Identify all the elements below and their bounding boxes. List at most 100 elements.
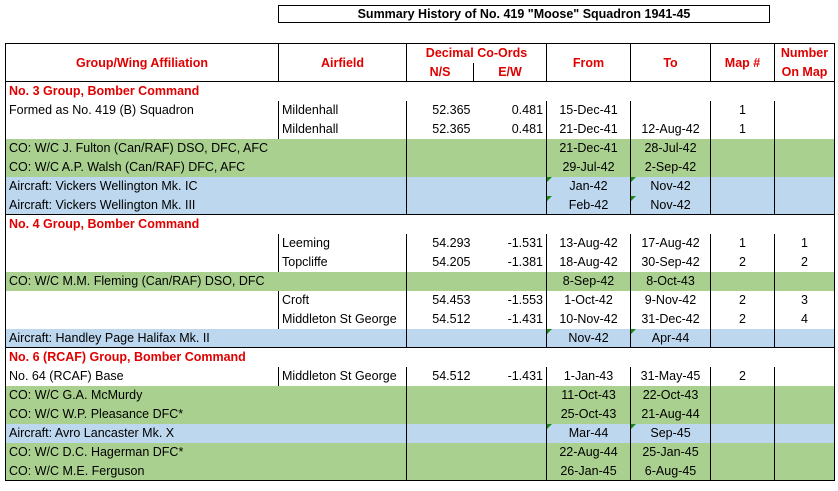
to-cell[interactable]: Apr-44 bbox=[630, 328, 711, 348]
from-cell[interactable]: 1-Oct-42 bbox=[546, 290, 631, 310]
ns-cell[interactable] bbox=[406, 271, 474, 291]
to-cell[interactable]: 31-May-45 bbox=[630, 366, 711, 386]
to-cell[interactable] bbox=[630, 100, 711, 120]
ns-cell[interactable]: 54.512 bbox=[406, 309, 474, 329]
to-cell[interactable]: 6-Aug-45 bbox=[630, 461, 711, 481]
group-cell[interactable] bbox=[5, 309, 279, 329]
group-cell[interactable] bbox=[5, 252, 279, 272]
group-cell[interactable]: CO: W/C M.M. Fleming (Can/RAF) DSO, DFC bbox=[5, 271, 279, 291]
airfield-cell[interactable]: Middleton St George bbox=[278, 366, 407, 386]
to-cell[interactable]: 8-Oct-43 bbox=[630, 271, 711, 291]
header-map[interactable]: Map # bbox=[710, 43, 776, 82]
airfield-cell[interactable] bbox=[278, 328, 407, 348]
airfield-cell[interactable] bbox=[278, 138, 407, 158]
to-cell[interactable]: 21-Aug-44 bbox=[630, 404, 711, 424]
ew-cell[interactable] bbox=[473, 176, 547, 196]
header-group[interactable]: Group/Wing Affiliation bbox=[5, 43, 279, 82]
number-cell[interactable] bbox=[774, 423, 836, 443]
ns-cell[interactable]: 54.293 bbox=[406, 233, 474, 253]
group-label-cell[interactable]: No. 6 (RCAF) Group, Bomber Command bbox=[4, 347, 836, 367]
group-cell[interactable]: CO: W/C J. Fulton (Can/RAF) DSO, DFC, AF… bbox=[5, 138, 279, 158]
airfield-cell[interactable] bbox=[278, 385, 407, 405]
number-cell[interactable] bbox=[774, 138, 836, 158]
airfield-cell[interactable] bbox=[278, 157, 407, 177]
map-cell[interactable] bbox=[710, 271, 775, 291]
ns-cell[interactable] bbox=[406, 157, 474, 177]
from-cell[interactable]: 1-Jan-43 bbox=[546, 366, 631, 386]
from-cell[interactable]: 8-Sep-42 bbox=[546, 271, 631, 291]
number-cell[interactable] bbox=[774, 195, 836, 215]
ew-cell[interactable] bbox=[473, 442, 547, 462]
ns-cell[interactable] bbox=[406, 385, 474, 405]
ns-cell[interactable] bbox=[406, 176, 474, 196]
ew-cell[interactable] bbox=[473, 328, 547, 348]
number-cell[interactable] bbox=[774, 119, 836, 139]
ns-cell[interactable]: 54.205 bbox=[406, 252, 474, 272]
from-cell[interactable]: 25-Oct-43 bbox=[546, 404, 631, 424]
map-cell[interactable]: 1 bbox=[710, 233, 775, 253]
ns-cell[interactable] bbox=[406, 195, 474, 215]
map-cell[interactable] bbox=[710, 138, 775, 158]
map-cell[interactable]: 1 bbox=[710, 100, 775, 120]
header-from[interactable]: From bbox=[546, 43, 632, 82]
header-decimal-coords[interactable]: Decimal Co-Ords bbox=[405, 43, 548, 63]
airfield-cell[interactable] bbox=[278, 461, 407, 481]
group-cell[interactable]: Aircraft: Avro Lancaster Mk. X bbox=[5, 423, 279, 443]
ns-cell[interactable] bbox=[406, 442, 474, 462]
number-cell[interactable] bbox=[774, 157, 836, 177]
number-cell[interactable] bbox=[774, 366, 836, 386]
ew-cell[interactable]: -1.431 bbox=[507, 369, 544, 383]
number-cell[interactable] bbox=[774, 461, 836, 481]
airfield-cell[interactable] bbox=[278, 195, 407, 215]
ew-cell[interactable] bbox=[473, 271, 547, 291]
map-cell[interactable]: 2 bbox=[710, 290, 775, 310]
to-cell[interactable]: 28-Jul-42 bbox=[630, 138, 711, 158]
map-cell[interactable] bbox=[710, 157, 775, 177]
group-cell[interactable]: Formed as No. 419 (B) Squadron bbox=[5, 100, 279, 120]
to-cell[interactable]: Nov-42 bbox=[630, 176, 711, 196]
airfield-cell[interactable]: Mildenhall bbox=[278, 119, 407, 139]
airfield-cell[interactable] bbox=[278, 423, 407, 443]
ns-cell[interactable] bbox=[406, 328, 474, 348]
from-cell[interactable]: Feb-42 bbox=[546, 195, 631, 215]
to-cell[interactable]: 12-Aug-42 bbox=[630, 119, 711, 139]
ew-cell[interactable]: -1.553 bbox=[507, 293, 544, 307]
ew-cell[interactable] bbox=[473, 385, 547, 405]
group-cell[interactable]: Aircraft: Vickers Wellington Mk. IC bbox=[5, 176, 279, 196]
to-cell[interactable]: 9-Nov-42 bbox=[630, 290, 711, 310]
from-cell[interactable]: 13-Aug-42 bbox=[546, 233, 631, 253]
airfield-cell[interactable]: Topcliffe bbox=[278, 252, 407, 272]
number-cell[interactable]: 1 bbox=[774, 233, 836, 253]
from-cell[interactable]: Mar-44 bbox=[546, 423, 631, 443]
group-cell[interactable]: CO: W/C A.P. Walsh (Can/RAF) DFC, AFC bbox=[5, 157, 279, 177]
map-cell[interactable] bbox=[710, 423, 775, 443]
from-cell[interactable]: 29-Jul-42 bbox=[546, 157, 631, 177]
header-ew[interactable]: E/W bbox=[472, 62, 548, 82]
group-cell[interactable] bbox=[5, 290, 279, 310]
airfield-cell[interactable] bbox=[278, 404, 407, 424]
to-cell[interactable]: Nov-42 bbox=[630, 195, 711, 215]
header-number-line1[interactable]: Number bbox=[774, 43, 836, 63]
from-cell[interactable]: 26-Jan-45 bbox=[546, 461, 631, 481]
airfield-cell[interactable] bbox=[278, 442, 407, 462]
map-cell[interactable] bbox=[710, 176, 775, 196]
number-cell[interactable]: 2 bbox=[774, 252, 836, 272]
ew-cell[interactable] bbox=[473, 404, 547, 424]
group-cell[interactable]: No. 64 (RCAF) Base bbox=[5, 366, 279, 386]
ns-cell[interactable]: 52.365 bbox=[406, 119, 474, 139]
ew-cell[interactable] bbox=[473, 423, 547, 443]
map-cell[interactable]: 2 bbox=[710, 366, 775, 386]
ns-cell[interactable]: 54.453 bbox=[406, 290, 474, 310]
ew-cell[interactable] bbox=[473, 157, 547, 177]
from-cell[interactable]: 15-Dec-41 bbox=[546, 100, 631, 120]
airfield-cell[interactable] bbox=[278, 271, 407, 291]
from-cell[interactable]: 21-Dec-41 bbox=[546, 138, 631, 158]
airfield-cell[interactable] bbox=[278, 176, 407, 196]
number-cell[interactable] bbox=[774, 404, 836, 424]
number-cell[interactable] bbox=[774, 385, 836, 405]
group-cell[interactable]: CO: W/C M.E. Ferguson bbox=[5, 461, 279, 481]
group-cell[interactable]: CO: W/C W.P. Pleasance DFC* bbox=[5, 404, 279, 424]
to-cell[interactable]: 17-Aug-42 bbox=[630, 233, 711, 253]
to-cell[interactable]: 31-Dec-42 bbox=[630, 309, 711, 329]
map-cell[interactable]: 2 bbox=[710, 252, 775, 272]
